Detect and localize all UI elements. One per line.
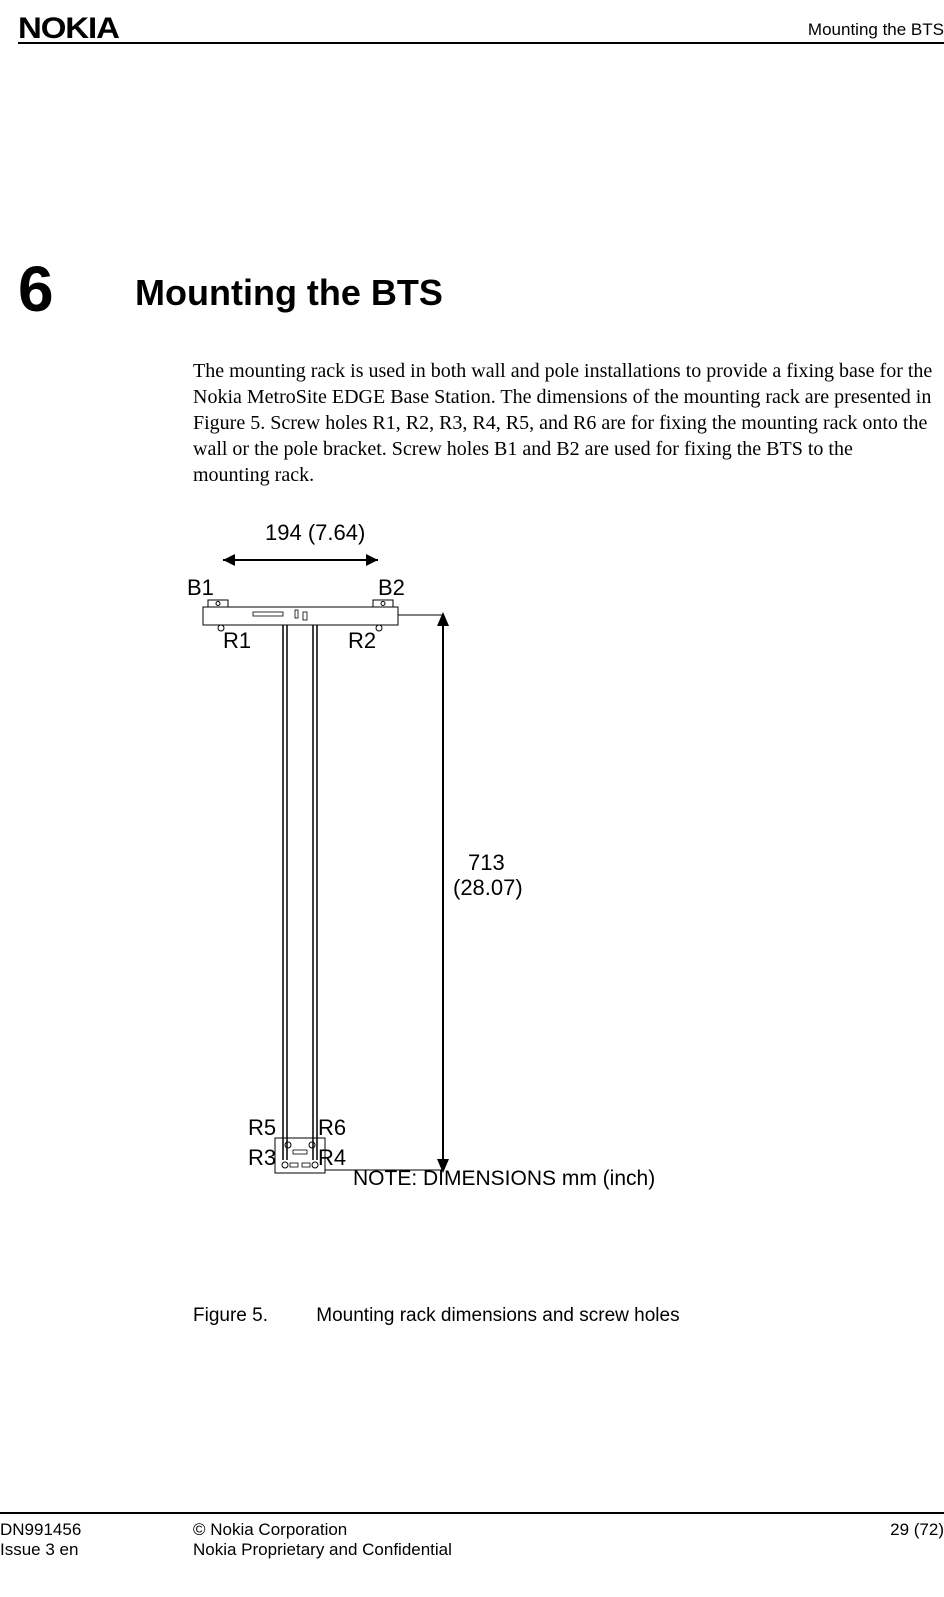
header-section-title: Mounting the BTS xyxy=(808,20,944,40)
mounting-rack-diagram xyxy=(193,520,693,1220)
body-paragraph: The mounting rack is used in both wall a… xyxy=(193,358,933,488)
figure-container: 194 (7.64) B1 B2 R1 R2 713 (28.07) R5 R6… xyxy=(193,520,933,1250)
footer-confidential: Nokia Proprietary and Confidential xyxy=(193,1540,452,1560)
footer-page-number: 29 (72) xyxy=(890,1520,944,1540)
chapter-number: 6 xyxy=(18,252,54,326)
footer-copyright: © Nokia Corporation xyxy=(193,1520,452,1540)
nokia-logo: NOKIA xyxy=(18,12,119,46)
figure-caption: Figure 5. Mounting rack dimensions and s… xyxy=(193,1305,680,1327)
chapter-title: Mounting the BTS xyxy=(135,272,443,314)
footer-left: DN991456 Issue 3 en xyxy=(0,1520,81,1560)
figure-caption-number: Figure 5. xyxy=(193,1305,311,1327)
header-rule xyxy=(18,42,944,44)
footer-issue: Issue 3 en xyxy=(0,1540,81,1560)
figure-caption-text: Mounting rack dimensions and screw holes xyxy=(316,1305,679,1326)
page-header: NOKIA Mounting the BTS xyxy=(18,12,944,60)
footer-rule xyxy=(0,1512,944,1514)
footer-center: © Nokia Corporation Nokia Proprietary an… xyxy=(193,1520,452,1560)
footer-doc-id: DN991456 xyxy=(0,1520,81,1540)
